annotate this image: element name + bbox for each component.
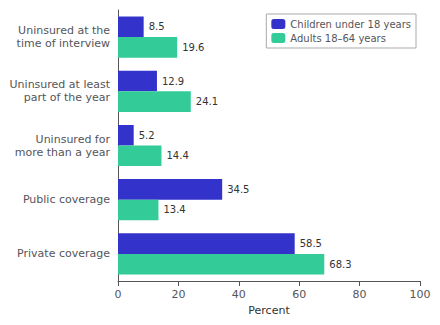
svg-text:part of the year: part of the year xyxy=(24,91,111,104)
svg-text:24.1: 24.1 xyxy=(196,96,218,107)
svg-text:68.3: 68.3 xyxy=(329,259,351,270)
svg-text:5.2: 5.2 xyxy=(139,130,155,141)
svg-text:19.6: 19.6 xyxy=(182,42,204,53)
svg-text:Uninsured at least: Uninsured at least xyxy=(10,78,111,91)
svg-text:0: 0 xyxy=(115,288,122,301)
svg-text:40: 40 xyxy=(232,288,246,301)
svg-text:58.5: 58.5 xyxy=(300,238,322,249)
svg-text:time of interview: time of interview xyxy=(17,37,110,50)
svg-text:more than a year: more than a year xyxy=(15,146,111,159)
svg-text:14.4: 14.4 xyxy=(166,150,188,161)
svg-text:13.4: 13.4 xyxy=(163,204,185,215)
svg-text:100: 100 xyxy=(410,288,431,301)
svg-text:Uninsured at the: Uninsured at the xyxy=(18,24,110,37)
svg-text:Public coverage: Public coverage xyxy=(23,193,110,206)
svg-text:80: 80 xyxy=(353,288,367,301)
svg-text:Percent: Percent xyxy=(248,304,290,317)
svg-text:34.5: 34.5 xyxy=(227,184,249,195)
svg-text:20: 20 xyxy=(171,288,185,301)
svg-text:12.9: 12.9 xyxy=(162,76,184,87)
svg-text:Private coverage: Private coverage xyxy=(17,247,110,260)
svg-text:Uninsured for: Uninsured for xyxy=(36,133,111,146)
svg-text:60: 60 xyxy=(292,288,306,301)
svg-text:8.5: 8.5 xyxy=(149,21,165,32)
svg-text:Children under 18 years: Children under 18 years xyxy=(290,19,411,30)
svg-text:Adults 18–64 years: Adults 18–64 years xyxy=(290,33,386,44)
